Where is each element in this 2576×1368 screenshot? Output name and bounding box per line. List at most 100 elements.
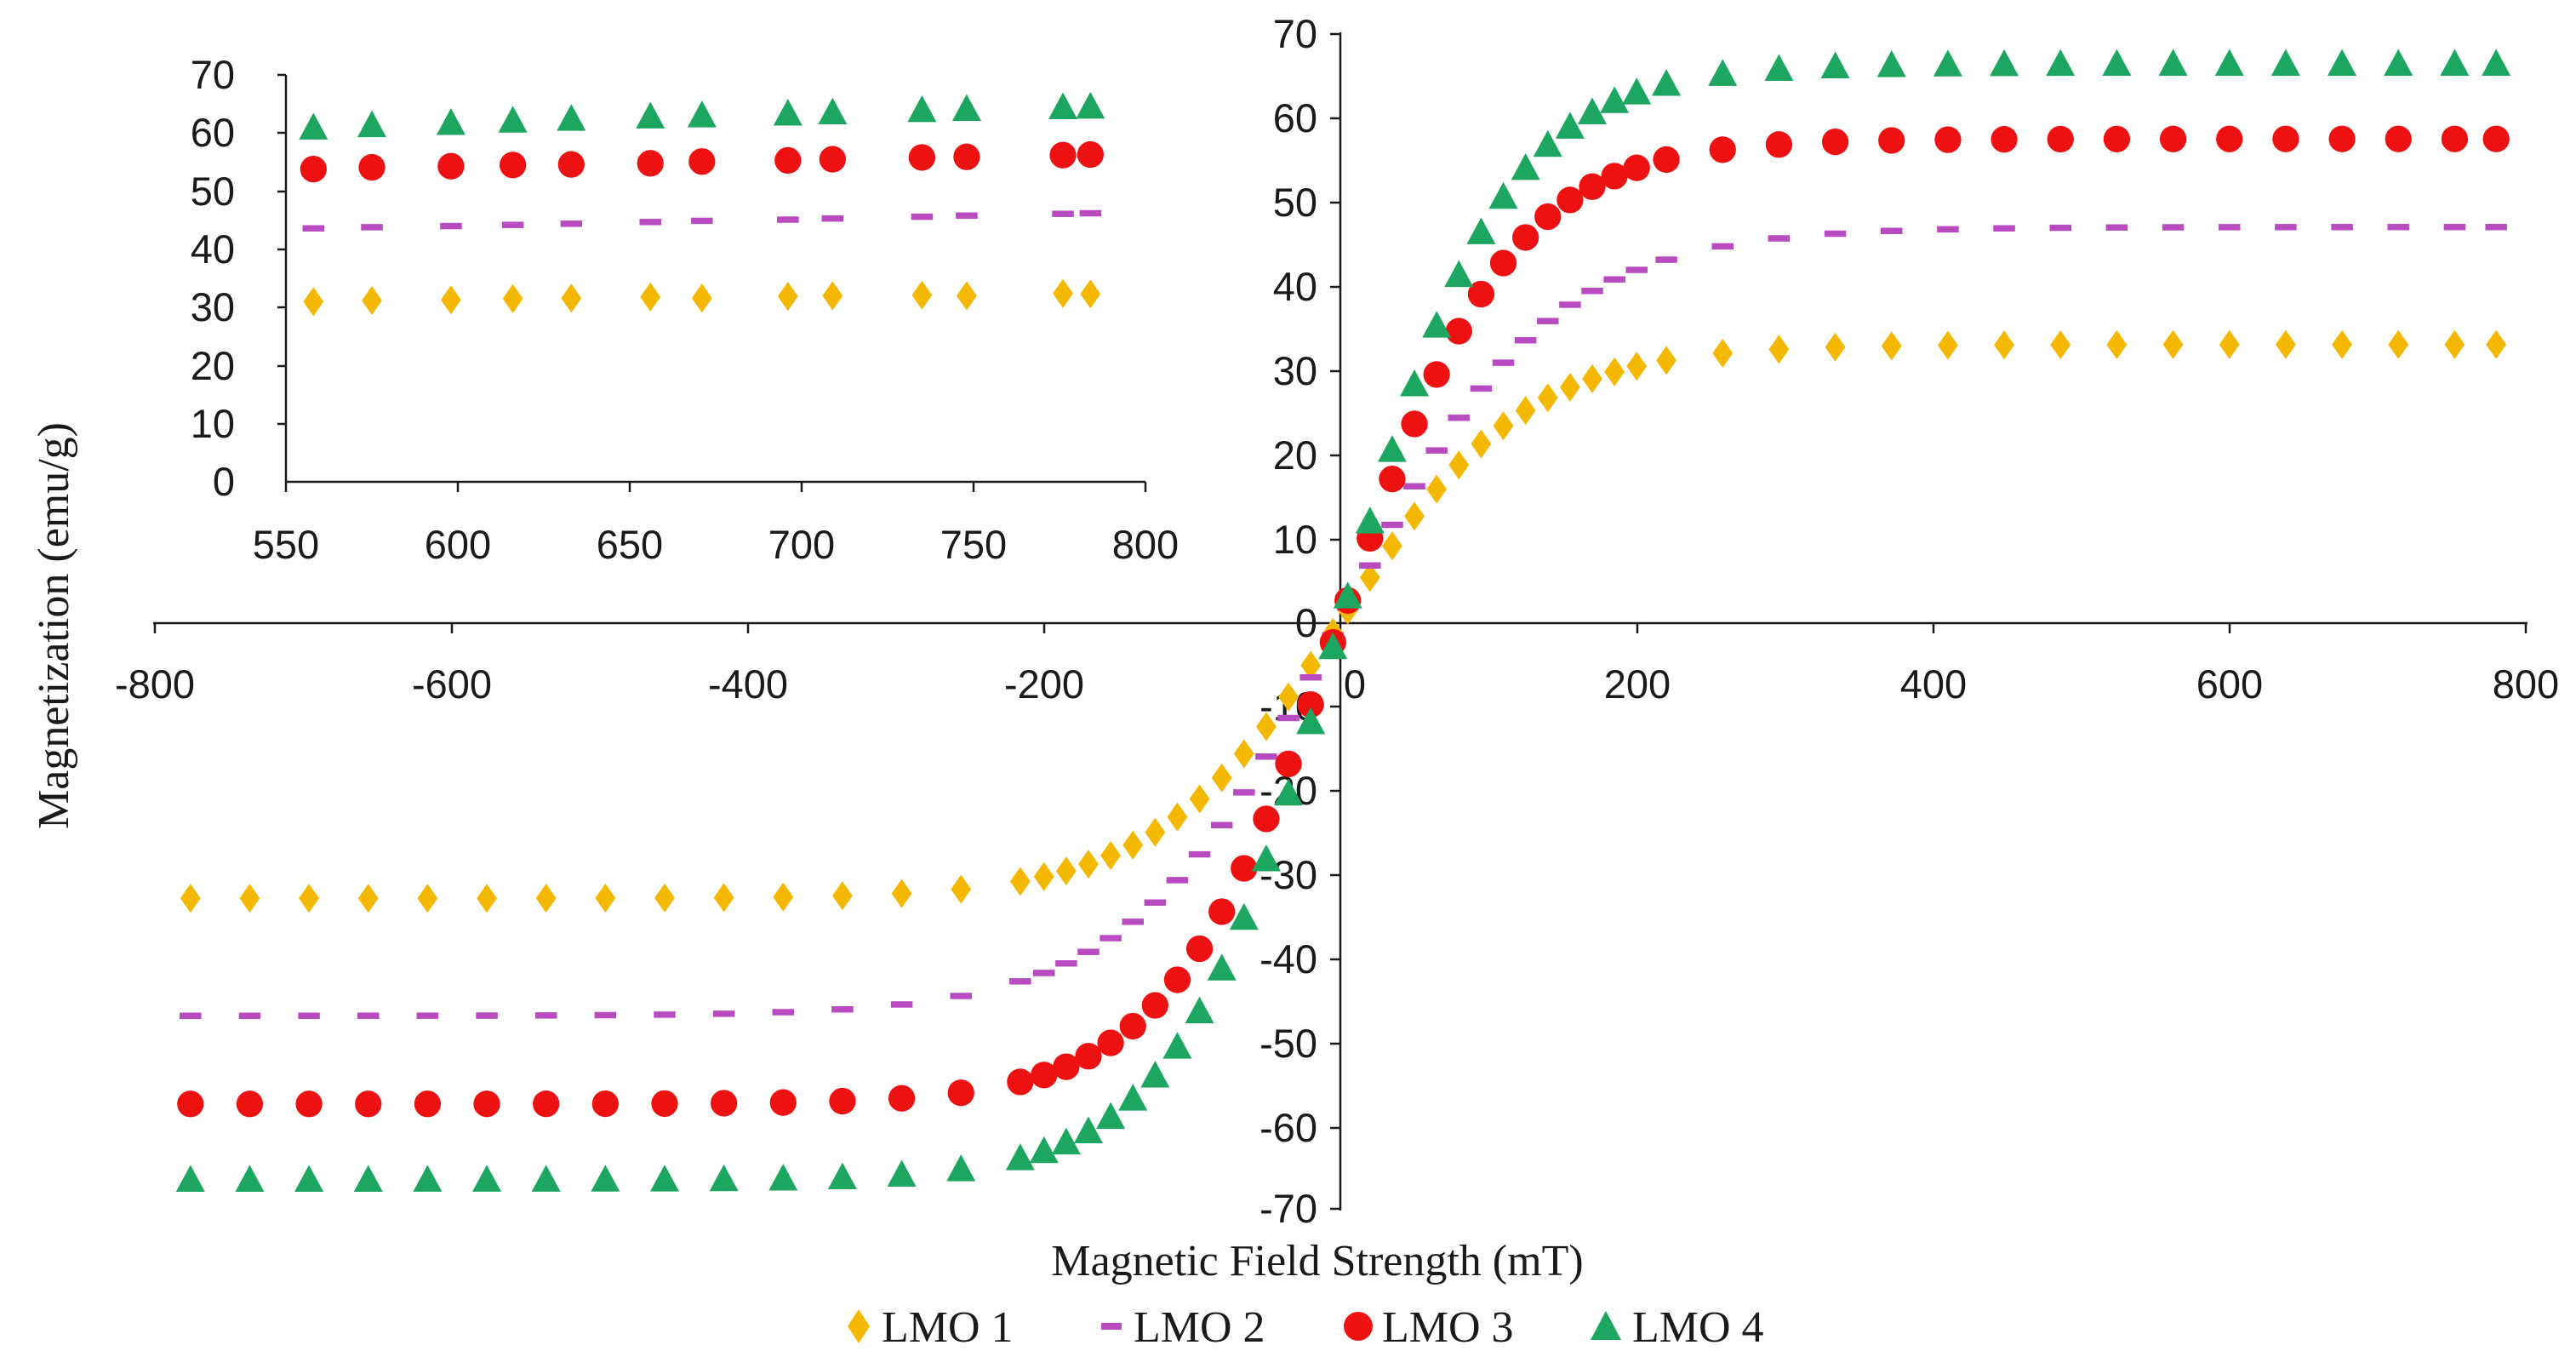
main-point-lmo-4 [1708, 59, 1738, 86]
main-point-lmo-2 [1537, 318, 1559, 324]
main-point-lmo-3 [1253, 805, 1280, 833]
legend-item-lmo-3: LMO 3 [1344, 1303, 1514, 1352]
main-point-lmo-4 [1466, 217, 1496, 244]
main-point-lmo-1 [1233, 739, 1254, 769]
y-tick-label: 70 [1273, 11, 1317, 56]
y-tick-label: -50 [1259, 1021, 1317, 1066]
inset-x-tick-label: 700 [768, 522, 835, 567]
main-point-lmo-4 [472, 1165, 502, 1192]
main-point-lmo-4 [1377, 435, 1407, 462]
inset-x-tick-label: 600 [425, 522, 491, 567]
y-tick-label: 40 [1273, 264, 1317, 309]
main-point-lmo-2 [1514, 337, 1537, 344]
main-point-lmo-3 [1007, 1068, 1034, 1096]
inset-x-tick-label: 650 [597, 522, 663, 567]
inset-point-lmo-4 [1048, 92, 1078, 120]
inset-point-lmo-4 [436, 107, 466, 135]
inset-point-lmo-3 [953, 143, 980, 170]
main-point-lmo-3 [1821, 128, 1849, 156]
main-point-lmo-2 [1559, 301, 1581, 308]
main-point-lmo-1 [1300, 650, 1322, 680]
main-point-lmo-3 [651, 1090, 678, 1118]
main-point-lmo-4 [1578, 97, 1608, 124]
main-point-lmo-1 [1537, 383, 1558, 413]
main-point-lmo-3 [1401, 410, 1428, 438]
main-point-lmo-4 [1876, 50, 1906, 77]
main-point-lmo-4 [1533, 129, 1562, 157]
main-point-lmo-3 [177, 1090, 204, 1118]
main-point-lmo-1 [1100, 841, 1122, 871]
main-point-lmo-3 [711, 1090, 738, 1117]
main-point-lmo-4 [1622, 77, 1652, 105]
main-point-lmo-1 [1515, 396, 1536, 426]
legend-label-lmo-3: LMO 3 [1382, 1303, 1514, 1352]
main-point-lmo-1 [832, 881, 853, 911]
main-point-lmo-3 [591, 1090, 619, 1118]
y-tick-label: -70 [1259, 1186, 1317, 1231]
main-point-lmo-4 [2270, 49, 2300, 76]
main-point-lmo-1 [2332, 329, 2352, 359]
legend-label-lmo-2: LMO 2 [1134, 1303, 1265, 1352]
legend-item-lmo-2: LMO 2 [1101, 1303, 1265, 1352]
main-point-lmo-1 [477, 884, 497, 913]
main-point-lmo-3 [1379, 465, 1406, 493]
main-point-lmo-4 [2214, 49, 2244, 76]
main-point-lmo-2 [1077, 948, 1100, 955]
legend-label-lmo-4: LMO 4 [1632, 1303, 1764, 1352]
main-point-lmo-1 [713, 883, 734, 913]
main-point-lmo-4 [1488, 181, 1518, 209]
main-point-lmo-4 [1422, 311, 1452, 338]
main-point-lmo-2 [1768, 235, 1791, 242]
main-point-lmo-2 [2443, 223, 2466, 231]
main-point-lmo-1 [1768, 335, 1790, 364]
main-point-lmo-3 [1185, 935, 1214, 963]
main-point-lmo-2 [2275, 224, 2297, 231]
inset-x-tick-label: 550 [253, 522, 319, 567]
x-tick-label: -400 [708, 661, 788, 707]
main-point-lmo-2 [1603, 276, 1625, 283]
main-point-lmo-4 [887, 1159, 917, 1187]
inset-point-lmo-1 [911, 280, 933, 310]
main-axes: 70 60 50 40 30 20 10 0 -10 -20 -30 -40 -… [30, 11, 2559, 1285]
main-point-lmo-3 [1208, 898, 1236, 925]
main-point-lmo-2 [1100, 935, 1122, 942]
inset-y-ticks: 70 60 50 40 30 20 10 0 [191, 52, 286, 504]
main-point-lmo-3 [1579, 173, 1606, 200]
main-point-lmo-4 [2046, 49, 2076, 77]
main-point-lmo-4 [2482, 49, 2511, 76]
inset-point-lmo-4 [357, 110, 386, 138]
main-point-lmo-3 [1231, 855, 1258, 882]
main-point-lmo-1 [654, 883, 675, 913]
main-point-lmo-2 [1277, 714, 1299, 722]
legend: LMO 1 LMO 2 LMO 3 LMO 4 [848, 1303, 1764, 1352]
inset-point-lmo-2 [560, 220, 583, 227]
main-point-lmo-4 [1229, 902, 1259, 930]
main-point-lmo-1 [1167, 802, 1188, 832]
main-point-lmo-3 [295, 1090, 323, 1118]
main-point-lmo-2 [476, 1012, 498, 1019]
main-point-lmo-1 [1448, 450, 1470, 480]
main-point-lmo-3 [1053, 1053, 1080, 1080]
main-point-lmo-4 [353, 1165, 383, 1192]
main-point-lmo-3 [473, 1090, 500, 1118]
y-tick-label: 50 [1273, 180, 1317, 225]
main-point-lmo-3 [2328, 125, 2356, 152]
main-point-lmo-2 [712, 1010, 735, 1017]
main-point-lmo-4 [1511, 152, 1540, 180]
inset-point-lmo-2 [639, 219, 661, 226]
inset-point-lmo-3 [500, 152, 527, 179]
main-point-lmo-2 [2219, 224, 2241, 231]
main-point-lmo-1 [1359, 563, 1380, 592]
main-point-lmo-4 [1600, 86, 1630, 113]
main-point-lmo-3 [1991, 126, 2018, 153]
main-point-lmo-4 [2328, 49, 2357, 76]
main-point-lmo-4 [1073, 1116, 1103, 1143]
main-point-lmo-4 [1400, 369, 1430, 397]
y-tick-label: 30 [1273, 348, 1317, 393]
legend-item-lmo-4: LMO 4 [1591, 1303, 1764, 1352]
main-point-lmo-4 [1355, 507, 1385, 534]
x-tick-label: 400 [1900, 661, 1967, 707]
main-point-lmo-1 [417, 884, 438, 913]
main-point-lmo-2 [1381, 521, 1403, 529]
main-point-lmo-3 [1297, 690, 1324, 718]
